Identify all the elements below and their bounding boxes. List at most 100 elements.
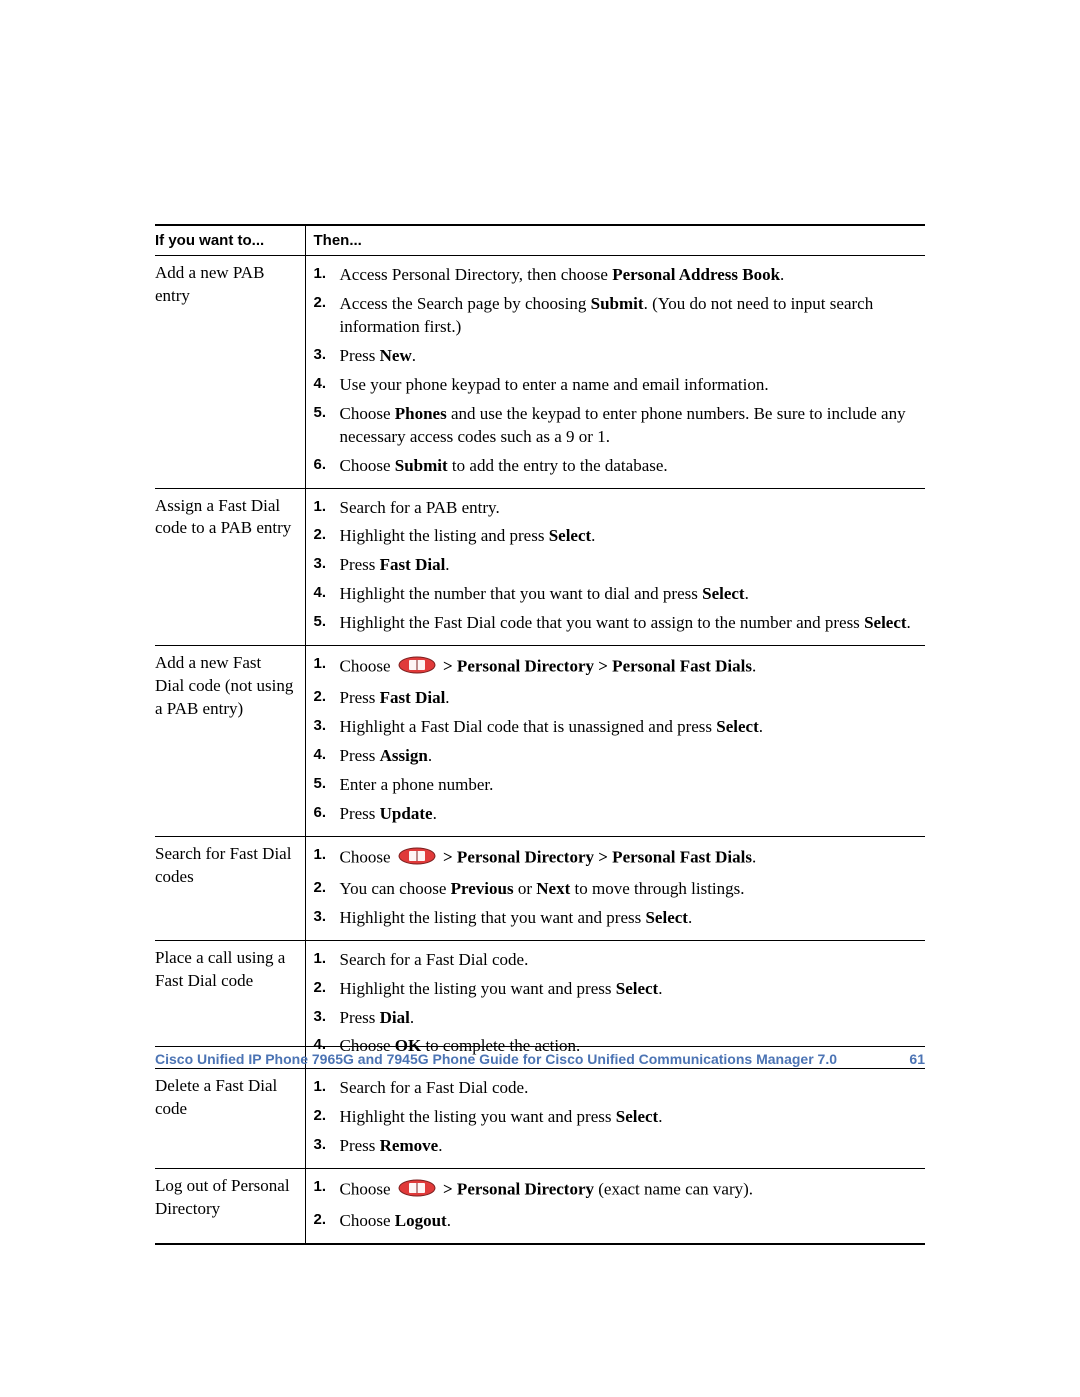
step-item: Press Fast Dial. — [314, 685, 920, 714]
step-text: . — [433, 804, 437, 823]
table-row: Add a new PAB entry Access Personal Direc… — [155, 256, 925, 489]
task-cell: Assign a Fast Dial code to a PAB entry — [155, 488, 305, 646]
bold-text: Select — [702, 584, 744, 603]
step-item: Search for a Fast Dial code. — [314, 947, 920, 976]
step-text: Choose — [340, 847, 395, 866]
step-text: Highlight the listing that you want and … — [340, 908, 646, 927]
step-text: . — [745, 584, 749, 603]
step-text: Choose — [340, 657, 395, 676]
step-item: Highlight the listing that you want and … — [314, 905, 920, 934]
step-text: or — [514, 879, 537, 898]
step-text: . — [752, 657, 756, 676]
table-row: Add a new Fast Dial code (not using a PA… — [155, 646, 925, 837]
step-item: Press Remove. — [314, 1133, 920, 1162]
step-text: Highlight the listing you want and press — [340, 1107, 616, 1126]
instructions-table: If you want to... Then... Add a new PAB … — [155, 224, 925, 1245]
footer-page-number: 61 — [909, 1051, 925, 1067]
step-text: . — [428, 746, 432, 765]
step-text: Choose — [340, 1211, 395, 1230]
steps-cell: Choose > Personal Directory > Personal F… — [305, 836, 925, 940]
step-text: Access Personal Directory, then choose — [340, 265, 613, 284]
steps-list: Choose > Personal Directory > Personal F… — [314, 652, 920, 830]
steps-cell: Choose > Personal Directory (exact name … — [305, 1169, 925, 1244]
step-text: . — [410, 1008, 414, 1027]
step-text: . — [780, 265, 784, 284]
step-item: Press Dial. — [314, 1005, 920, 1034]
bold-text: > Personal Directory — [443, 1180, 594, 1199]
step-text: Press — [340, 688, 380, 707]
step-item: Enter a phone number. — [314, 772, 920, 801]
bold-text: Select — [616, 979, 658, 998]
bold-text: > Personal Directory > Personal Fast Dia… — [443, 657, 752, 676]
step-item: Search for a Fast Dial code. — [314, 1075, 920, 1104]
steps-list: Choose > Personal Directory (exact name … — [314, 1175, 920, 1237]
step-text: Access the Search page by choosing — [340, 294, 591, 313]
step-text: Search for a Fast Dial code. — [340, 1078, 529, 1097]
bold-text: Dial — [380, 1008, 410, 1027]
bold-text: Submit — [591, 294, 644, 313]
step-text: Choose — [340, 404, 395, 423]
step-text: Highlight the number that you want to di… — [340, 584, 703, 603]
step-item: Choose > Personal Directory > Personal F… — [314, 652, 920, 685]
step-text: Search for a Fast Dial code. — [340, 950, 529, 969]
task-cell: Add a new PAB entry — [155, 256, 305, 489]
step-item: Highlight the listing you want and press… — [314, 1104, 920, 1133]
bold-text: Logout — [395, 1211, 447, 1230]
bold-text: Previous — [451, 879, 514, 898]
bold-text: Select — [549, 526, 591, 545]
directories-button-icon — [397, 654, 437, 681]
page-footer: Cisco Unified IP Phone 7965G and 7945G P… — [155, 1046, 925, 1067]
task-cell: Add a new Fast Dial code (not using a PA… — [155, 646, 305, 837]
step-text: Highlight the listing and press — [340, 526, 549, 545]
step-item: Highlight the Fast Dial code that you wa… — [314, 610, 920, 639]
directories-button-icon — [397, 845, 437, 872]
steps-list: Search for a PAB entry. Highlight the lis… — [314, 495, 920, 640]
steps-list: Choose > Personal Directory > Personal F… — [314, 843, 920, 934]
document-page: If you want to... Then... Add a new PAB … — [0, 0, 1080, 1397]
task-cell: Log out of Personal Directory — [155, 1169, 305, 1244]
bold-text: Next — [536, 879, 570, 898]
steps-cell: Search for a PAB entry. Highlight the lis… — [305, 488, 925, 646]
step-text: . — [591, 526, 595, 545]
step-text: . — [412, 346, 416, 365]
steps-list: Search for a Fast Dial code. Highlight th… — [314, 947, 920, 1063]
step-text: . — [759, 717, 763, 736]
bold-text: Select — [864, 613, 906, 632]
step-text: . — [688, 908, 692, 927]
step-item: Choose Logout. — [314, 1208, 920, 1237]
step-text: Press — [340, 1008, 380, 1027]
bold-text: Phones — [395, 404, 447, 423]
step-item: Choose Submit to add the entry to the da… — [314, 453, 920, 482]
step-text: You can choose — [340, 879, 451, 898]
step-text: Press — [340, 1136, 380, 1155]
bold-text: Fast Dial — [380, 688, 446, 707]
step-text: . — [445, 555, 449, 574]
step-item: Access Personal Directory, then choose P… — [314, 262, 920, 291]
step-item: Press Update. — [314, 801, 920, 830]
steps-list: Search for a Fast Dial code. Highlight th… — [314, 1075, 920, 1162]
bold-text: Submit — [395, 456, 448, 475]
step-item: Highlight the number that you want to di… — [314, 581, 920, 610]
step-text: Highlight the listing you want and press — [340, 979, 616, 998]
step-text: Highlight a Fast Dial code that is unass… — [340, 717, 717, 736]
footer-title: Cisco Unified IP Phone 7965G and 7945G P… — [155, 1051, 837, 1067]
step-text: . — [658, 979, 662, 998]
step-item: Highlight the listing you want and press… — [314, 976, 920, 1005]
bold-text: > Personal Directory > Personal Fast Dia… — [443, 847, 752, 866]
step-text: Highlight the Fast Dial code that you wa… — [340, 613, 865, 632]
step-item: Access the Search page by choosing Submi… — [314, 291, 920, 343]
bold-text: Select — [616, 1107, 658, 1126]
step-text: Search for a PAB entry. — [340, 498, 500, 517]
step-text: . — [445, 688, 449, 707]
step-item: Choose Phones and use the keypad to ente… — [314, 401, 920, 453]
bold-text: Assign — [380, 746, 428, 765]
step-text: Press — [340, 555, 380, 574]
step-text: to add the entry to the database. — [448, 456, 668, 475]
bold-text: Select — [716, 717, 758, 736]
step-text: Use your phone keypad to enter a name an… — [340, 375, 769, 394]
step-item: You can choose Previous or Next to move … — [314, 876, 920, 905]
table-row: Log out of Personal DirectoryChoose > Pe… — [155, 1169, 925, 1244]
table-row: Delete a Fast Dial codeSearch for a Fast… — [155, 1069, 925, 1169]
table-header-row: If you want to... Then... — [155, 225, 925, 256]
steps-cell: Search for a Fast Dial code. Highlight th… — [305, 1069, 925, 1169]
